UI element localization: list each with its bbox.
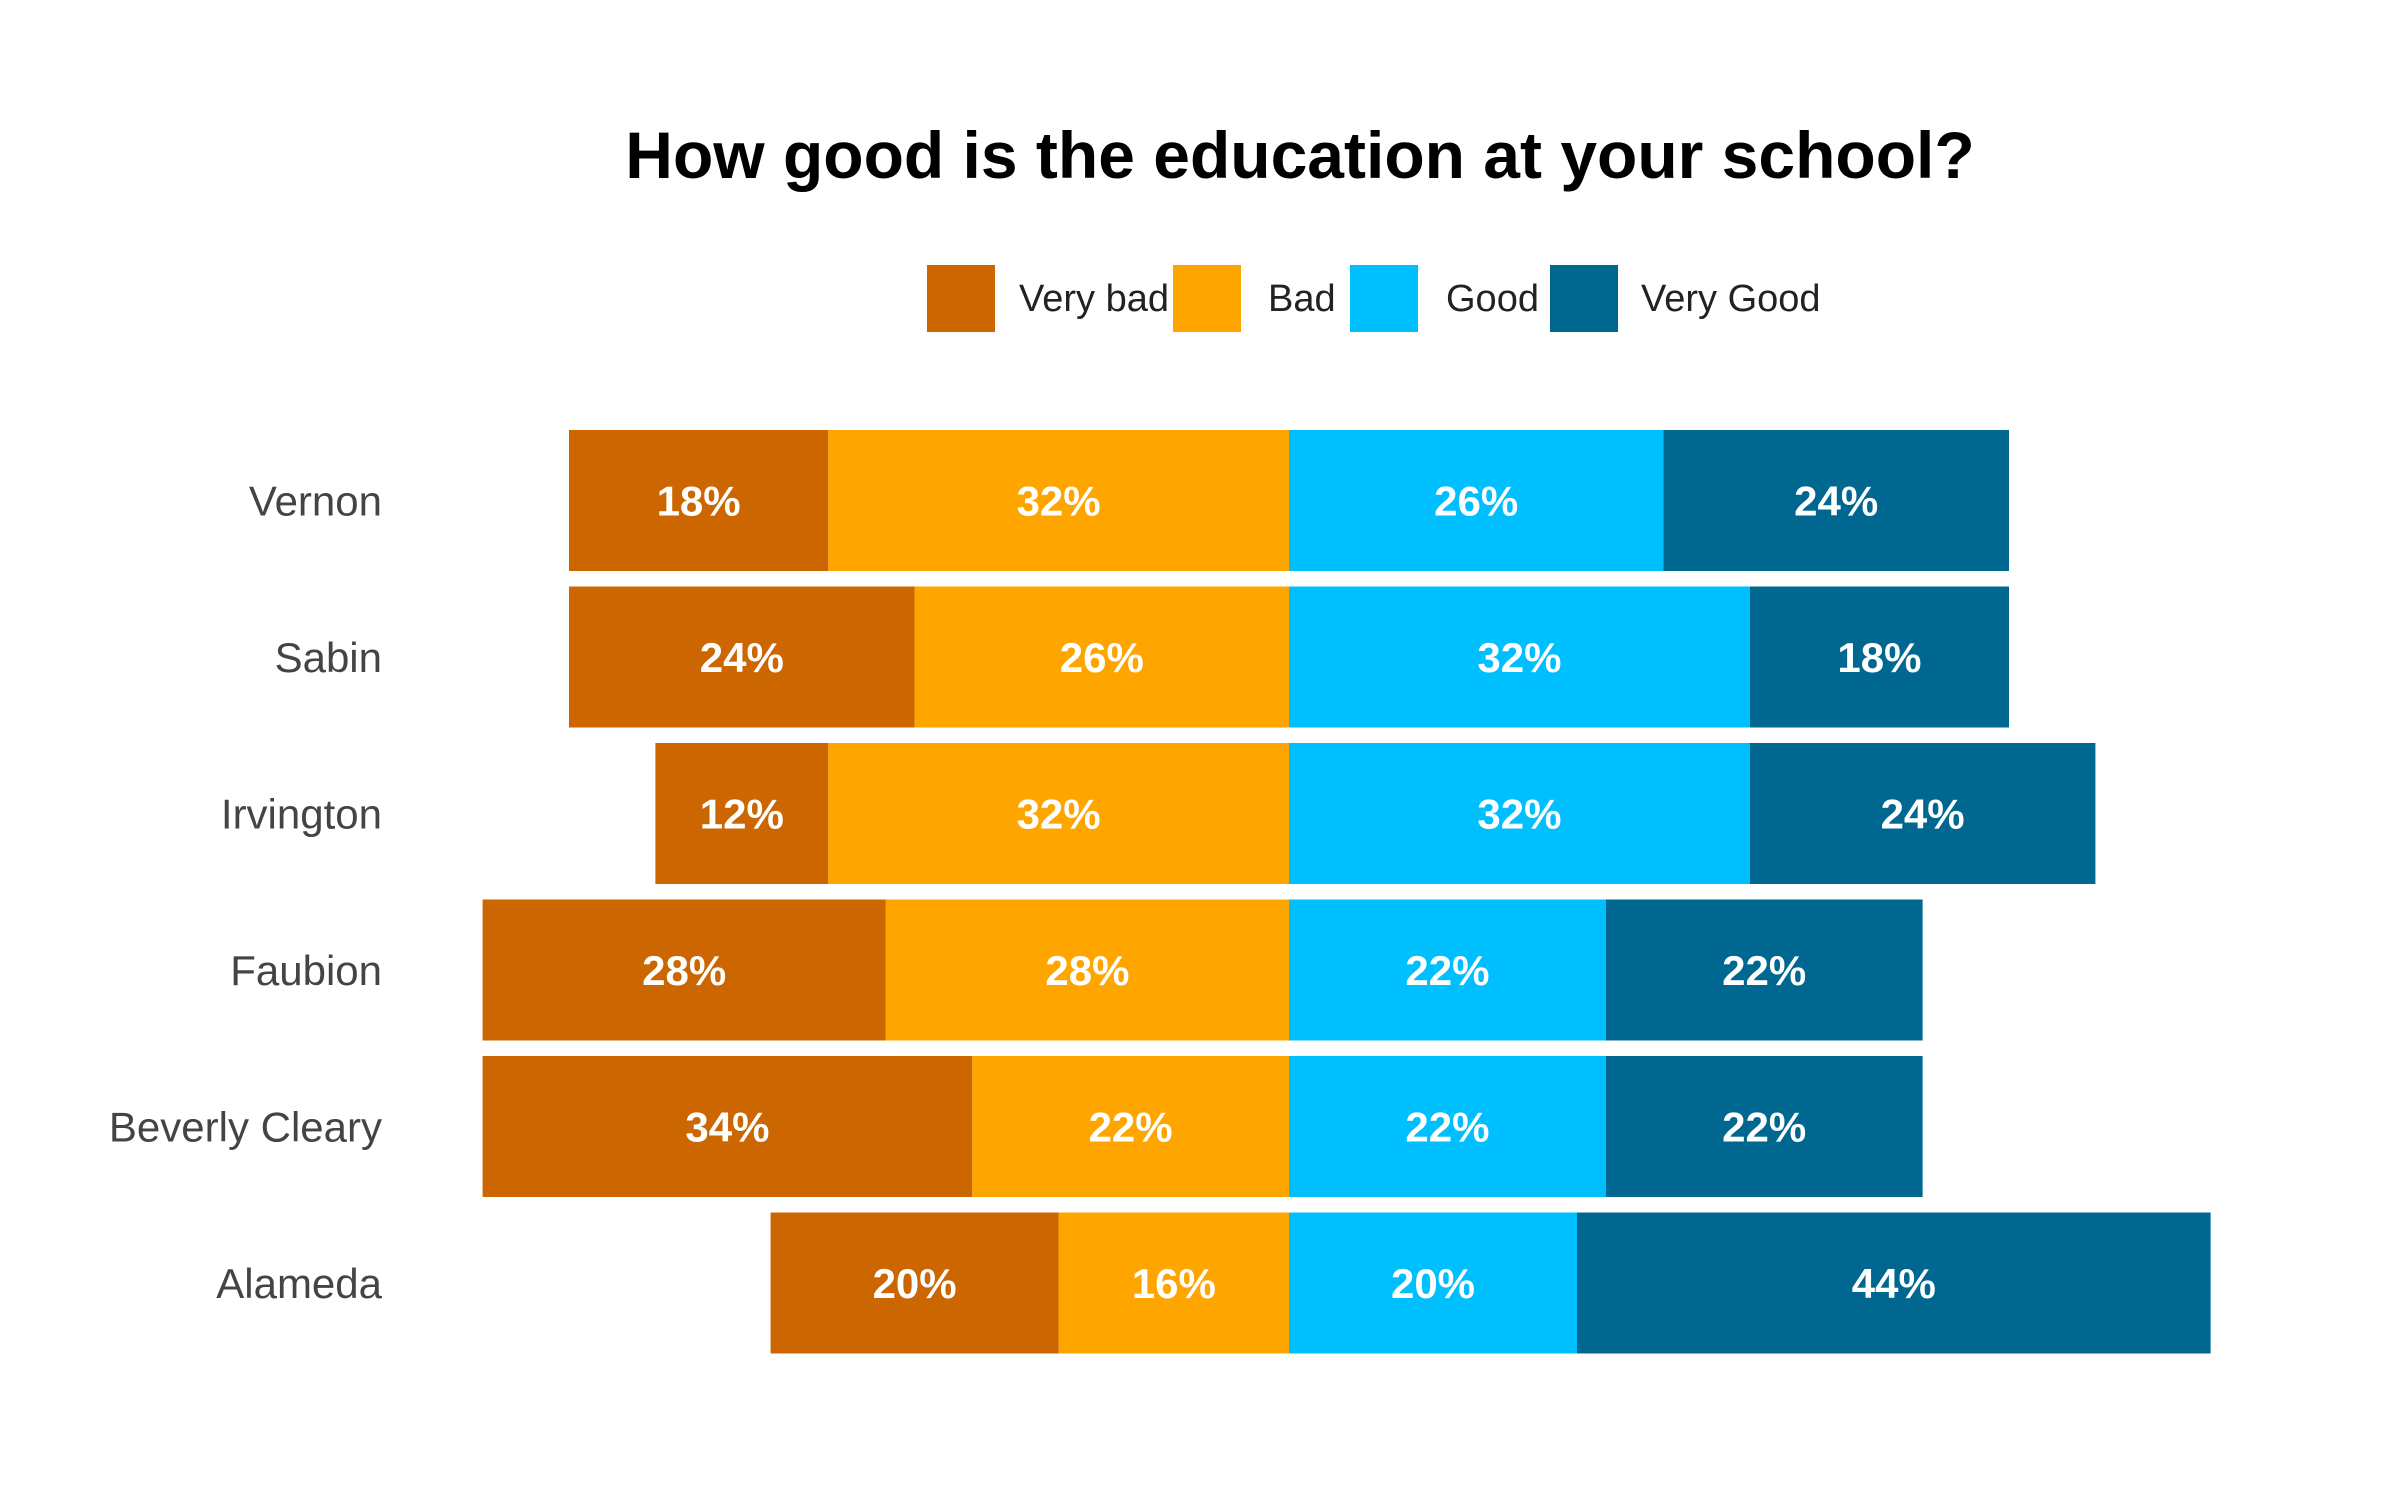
bar-label-sabin-very-bad: 24%	[700, 634, 784, 681]
bar-label-alameda-good: 20%	[1391, 1260, 1475, 1307]
bar-alameda-very-good	[1577, 1212, 2211, 1354]
bar-label-sabin-very-good: 18%	[1837, 634, 1921, 681]
bar-vernon-bad	[828, 430, 1289, 571]
bar-alameda-very-bad	[770, 1212, 1059, 1354]
bar-sabin-very-bad	[569, 586, 915, 728]
bar-label-vernon-very-bad: 18%	[657, 478, 741, 525]
legend-label-bad: Bad	[1268, 278, 1336, 320]
legend: Very bad Bad Good Very Good	[927, 265, 1821, 332]
bar-label-vernon-very-good: 24%	[1794, 478, 1878, 525]
bar-label-beverly-cleary-very-bad: 34%	[685, 1104, 769, 1151]
bar-label-faubion-good: 22%	[1405, 947, 1489, 994]
bar-beverly-cleary-very-good	[1605, 1056, 1923, 1197]
legend-label-good: Good	[1446, 278, 1539, 320]
bar-alameda-good	[1289, 1212, 1577, 1354]
bar-label-alameda-very-bad: 20%	[873, 1260, 957, 1307]
bar-label-irvington-bad: 32%	[1017, 791, 1101, 838]
category-label-irvington: Irvington	[221, 791, 382, 838]
legend-swatch-very-bad	[927, 265, 995, 332]
bar-vernon-good	[1289, 430, 1664, 571]
category-label-vernon: Vernon	[249, 478, 382, 525]
bar-label-vernon-bad: 32%	[1017, 478, 1101, 525]
category-label-beverly-cleary: Beverly Cleary	[109, 1104, 382, 1151]
bar-label-beverly-cleary-bad: 22%	[1089, 1104, 1173, 1151]
chart-title: How good is the education at your school…	[625, 118, 1974, 192]
category-label-faubion: Faubion	[230, 947, 382, 994]
category-label-alameda: Alameda	[216, 1260, 382, 1307]
bar-label-sabin-good: 32%	[1477, 634, 1561, 681]
bar-label-vernon-good: 26%	[1434, 478, 1518, 525]
bar-sabin-good	[1289, 586, 1750, 728]
bar-faubion-very-bad	[482, 899, 886, 1041]
bar-label-irvington-very-good: 24%	[1881, 791, 1965, 838]
bar-sabin-very-good	[1749, 586, 2009, 728]
category-labels: Vernon Sabin Irvington Faubion Beverly Clear…	[109, 478, 383, 1308]
bar-irvington-very-good	[1749, 743, 2096, 884]
bar-faubion-very-good	[1605, 899, 1923, 1041]
bar-label-faubion-bad: 28%	[1045, 947, 1129, 994]
legend-label-very-good: Very Good	[1641, 278, 1821, 320]
bar-vernon-very-good	[1663, 430, 2009, 571]
bar-beverly-cleary-very-bad	[482, 1056, 973, 1197]
bar-beverly-cleary-good	[1289, 1056, 1606, 1197]
legend-swatch-bad	[1173, 265, 1241, 332]
bar-label-sabin-bad: 26%	[1060, 634, 1144, 681]
bar-irvington-good	[1289, 743, 1750, 884]
bar-faubion-bad	[885, 899, 1289, 1041]
bar-alameda-bad	[1058, 1212, 1289, 1354]
bar-sabin-bad	[914, 586, 1289, 728]
bar-irvington-very-bad	[655, 743, 829, 884]
bar-label-alameda-bad: 16%	[1132, 1260, 1216, 1307]
bar-label-irvington-good: 32%	[1477, 791, 1561, 838]
bar-faubion-good	[1289, 899, 1606, 1041]
bar-vernon-very-bad	[569, 430, 829, 571]
bars	[482, 430, 2211, 1354]
legend-swatch-good	[1350, 265, 1418, 332]
bar-beverly-cleary-bad	[972, 1056, 1289, 1197]
bar-label-faubion-very-bad: 28%	[642, 947, 726, 994]
bar-irvington-bad	[828, 743, 1289, 884]
bar-label-alameda-very-good: 44%	[1852, 1260, 1936, 1307]
bar-label-faubion-very-good: 22%	[1722, 947, 1806, 994]
bar-labels: 32% 18% 26% 24% 26% 24% 32% 18% 32% 12% 32% 24% 28% 2…	[642, 478, 1964, 1308]
bar-label-beverly-cleary-good: 22%	[1405, 1104, 1489, 1151]
legend-label-very-bad: Very bad	[1019, 278, 1169, 320]
bar-label-beverly-cleary-very-good: 22%	[1722, 1104, 1806, 1151]
bar-label-irvington-very-bad: 12%	[700, 791, 784, 838]
legend-swatch-very-good	[1550, 265, 1618, 332]
category-label-sabin: Sabin	[275, 634, 382, 681]
